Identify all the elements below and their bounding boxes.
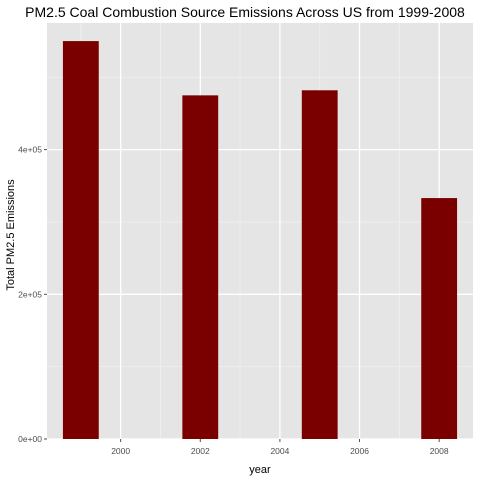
bar-2002	[182, 95, 219, 439]
y-tick-label: 4e+05	[18, 145, 42, 155]
plot-panel	[47, 23, 473, 439]
y-tick-label: 0e+00	[18, 434, 42, 444]
x-tick-label: 2002	[191, 446, 210, 456]
y-tick-label: 2e+05	[18, 289, 42, 299]
x-axis-label: year	[249, 464, 271, 476]
x-axis-ticks: 2000 2002 2004 2006 2008	[111, 439, 449, 456]
x-tick-label: 2006	[350, 446, 369, 456]
chart-title: PM2.5 Coal Combustion Source Emissions A…	[25, 4, 465, 20]
x-tick-label: 2000	[111, 446, 130, 456]
y-axis-label: Total PM2.5 Emissions	[5, 179, 17, 291]
bar-2008	[421, 198, 458, 439]
bar-2005	[301, 90, 338, 439]
bar-1999	[62, 41, 99, 440]
bars	[62, 41, 458, 440]
x-tick-label: 2008	[430, 446, 449, 456]
y-axis-ticks: 0e+00 2e+05 4e+05	[18, 145, 47, 444]
x-tick-label: 2004	[270, 446, 289, 456]
